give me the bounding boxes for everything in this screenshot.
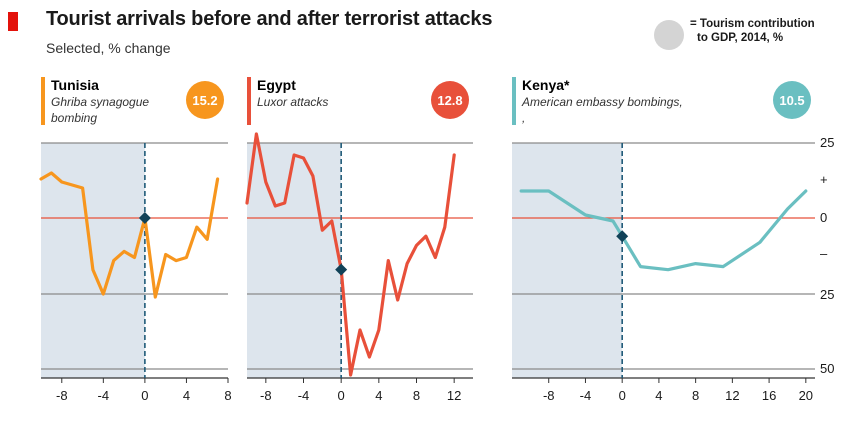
series-line: [519, 189, 808, 272]
legend-line-1: = Tourism contribution: [690, 18, 815, 30]
event-marker: [335, 263, 348, 276]
series-line: [39, 171, 220, 299]
panel-subtitle-line: bombing: [51, 111, 97, 125]
x-tick-label: 8: [692, 388, 699, 403]
x-tick-label: 0: [141, 388, 148, 403]
gdp-badge: [773, 81, 811, 119]
x-tick-label: 4: [183, 388, 190, 403]
panel-subtitle-line: Luxor attacks: [257, 95, 328, 109]
x-tick-label: -4: [580, 388, 592, 403]
legend-circle-marker: [654, 20, 684, 50]
event-marker: [616, 230, 629, 243]
x-tick-label: 12: [447, 388, 461, 403]
panel-tunisia: Tunisia Ghriba synagogue bombing 15.2 -8 -4 0 4…: [39, 77, 232, 403]
chart-subtitle: Selected, % change: [46, 40, 171, 56]
panel-subtitle-line: ,: [522, 111, 525, 125]
y-tick-label: 50: [820, 361, 834, 376]
x-tick-label: 4: [375, 388, 382, 403]
panel-kenya: Kenya* American embassy bombings,, 10.5 -8 -…: [512, 77, 815, 403]
x-tick-label: -8: [260, 388, 272, 403]
gdp-badge: [431, 81, 469, 119]
panel-accent-bar: [247, 77, 251, 125]
brand-tag: [8, 12, 18, 31]
x-tick-label: 8: [413, 388, 420, 403]
y-tick-label: +: [820, 172, 828, 187]
x-tick-label: 16: [762, 388, 776, 403]
y-tick-label: 25: [820, 287, 834, 302]
y-tick-label: –: [820, 246, 828, 261]
panel-accent-bar: [41, 77, 45, 125]
legend-label: = Tourism contribution to GDP, 2014, %: [690, 17, 850, 45]
y-tick-label: 25: [820, 135, 834, 150]
event-marker: [138, 212, 151, 224]
x-tick-label: 20: [799, 388, 813, 403]
x-tick-label: -4: [298, 388, 310, 403]
gdp-badge-value: 10.5: [779, 93, 804, 108]
chart-title: Tourist arrivals before and after terror…: [46, 8, 493, 30]
x-tick-label: -8: [56, 388, 68, 403]
panel-subtitle-line: American embassy bombings,: [521, 95, 683, 109]
series-line: [245, 132, 456, 377]
panel-egypt: Egypt Luxor attacks 12.8 -8 -4 0 4 8 12: [245, 77, 473, 403]
x-tick-label: 4: [655, 388, 662, 403]
panel-title: Egypt: [257, 77, 296, 93]
x-tick-label: -4: [98, 388, 110, 403]
x-tick-label: 12: [725, 388, 739, 403]
gdp-badge-value: 12.8: [437, 93, 462, 108]
gdp-badge: [186, 81, 224, 119]
pre-event-shading: [247, 143, 342, 378]
panel-accent-bar: [512, 77, 516, 125]
panel-title: Tunisia: [51, 77, 99, 93]
legend-line-2: to GDP, 2014, %: [697, 32, 784, 44]
pre-event-shading: [512, 143, 623, 378]
x-tick-label: 0: [619, 388, 626, 403]
x-tick-label: 0: [338, 388, 345, 403]
gdp-badge-value: 15.2: [192, 93, 217, 108]
panel-subtitle-line: Ghriba synagogue: [51, 95, 149, 109]
y-tick-label: 0: [820, 210, 827, 225]
panel-title: Kenya*: [522, 77, 570, 93]
x-tick-label: -8: [543, 388, 555, 403]
x-tick-label: 8: [224, 388, 231, 403]
